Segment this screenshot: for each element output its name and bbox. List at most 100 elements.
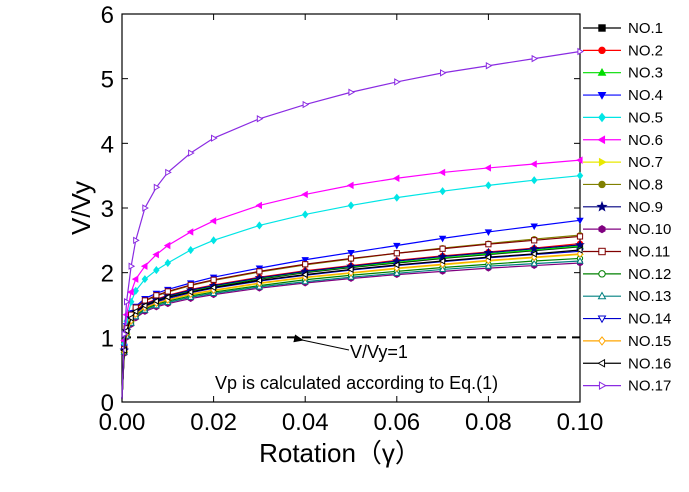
- data-point: [438, 257, 446, 265]
- data-point: [348, 88, 356, 96]
- data-point: [439, 245, 446, 252]
- series-line: [121, 249, 581, 399]
- data-point: [133, 236, 140, 245]
- legend-marker: [597, 291, 607, 300]
- data-point: [152, 250, 159, 259]
- data-point: [142, 204, 149, 212]
- data-point: [141, 297, 149, 304]
- legend-marker: [597, 91, 607, 100]
- legend-item: NO.12: [583, 266, 671, 283]
- data-point: [485, 241, 492, 248]
- legend-label: NO.8: [628, 176, 663, 193]
- data-point: [392, 256, 402, 266]
- legend-marker: [596, 200, 608, 212]
- legend-item: NO.4: [583, 87, 663, 104]
- annotation-arrow: [293, 334, 350, 351]
- data-point: [163, 293, 171, 301]
- x-tick-label: 0.04: [282, 409, 329, 436]
- data-point: [301, 210, 309, 219]
- data-point: [188, 149, 195, 157]
- data-point: [531, 237, 538, 244]
- data-point: [394, 78, 401, 86]
- data-point: [210, 276, 217, 283]
- legend-label: NO.3: [628, 65, 663, 82]
- legend-marker: [597, 315, 607, 324]
- legend-label: NO.17: [628, 378, 671, 395]
- legend-label: NO.1: [628, 20, 663, 37]
- data-point: [165, 168, 172, 177]
- legend-marker: [598, 112, 606, 123]
- data-point: [140, 262, 148, 270]
- data-point: [301, 270, 308, 279]
- legend-label: NO.16: [628, 355, 671, 372]
- series-line: [121, 50, 581, 399]
- y-tick-label: 6: [101, 2, 114, 29]
- legend-marker: [597, 358, 606, 368]
- data-point: [530, 160, 537, 168]
- reference-line-label: V/Vy=1: [350, 342, 408, 362]
- legend-item: NO.7: [583, 154, 663, 171]
- y-tick-label: 3: [101, 196, 114, 223]
- data-point: [210, 236, 217, 245]
- x-tick-label: 0.10: [557, 409, 604, 436]
- legend-marker: [598, 247, 606, 256]
- data-point: [485, 62, 493, 70]
- legend-marker: [598, 180, 606, 189]
- y-tick-label: 5: [101, 67, 114, 94]
- data-point: [141, 275, 149, 284]
- data-point: [121, 330, 129, 338]
- legend-item: NO.16: [583, 355, 671, 372]
- series-no17: [121, 47, 585, 399]
- data-point: [484, 229, 493, 236]
- data-point: [347, 201, 355, 210]
- legend-marker: [598, 24, 606, 32]
- data-point: [127, 314, 134, 322]
- data-point: [346, 181, 354, 190]
- data-point: [209, 217, 217, 225]
- legend-label: NO.13: [628, 288, 671, 305]
- data-point: [256, 221, 263, 230]
- data-point: [392, 261, 400, 269]
- data-point: [122, 327, 130, 335]
- data-point: [163, 241, 171, 250]
- data-point: [577, 47, 585, 56]
- legend-marker: [597, 135, 606, 145]
- data-point: [256, 115, 264, 123]
- data-point: [152, 297, 159, 305]
- data-point: [576, 233, 584, 240]
- data-point: [124, 298, 131, 306]
- y-tick-label: 1: [101, 325, 114, 352]
- data-point: [530, 250, 537, 258]
- data-point: [576, 171, 584, 180]
- data-point: [575, 246, 583, 254]
- legend-label: NO.4: [628, 87, 663, 104]
- data-point: [393, 250, 400, 257]
- data-point: [437, 251, 448, 261]
- series-no5: [121, 171, 584, 399]
- y-tick-label: 2: [101, 261, 114, 288]
- x-tick-label: 0.06: [373, 409, 420, 436]
- legend-label: NO.15: [628, 333, 671, 350]
- data-point: [132, 286, 139, 295]
- legend-item: NO.9: [583, 199, 663, 216]
- legend-item: NO.1: [583, 20, 663, 37]
- x-tick-label: 0.00: [99, 409, 146, 436]
- x-axis-title: Rotation（γ）: [259, 438, 421, 468]
- legend-label: NO.5: [628, 109, 663, 126]
- data-point: [187, 281, 194, 289]
- data-point: [529, 243, 539, 253]
- data-point: [153, 292, 160, 299]
- data-point: [392, 174, 400, 182]
- data-point: [440, 69, 447, 77]
- series-no4: [120, 217, 584, 399]
- data-point: [164, 258, 172, 268]
- data-point: [530, 259, 538, 267]
- data-point: [302, 100, 310, 109]
- data-point: [153, 266, 160, 275]
- legend-item: NO.13: [583, 288, 671, 305]
- legend-label: NO.10: [628, 221, 671, 238]
- data-point: [186, 288, 194, 296]
- data-point: [438, 168, 446, 177]
